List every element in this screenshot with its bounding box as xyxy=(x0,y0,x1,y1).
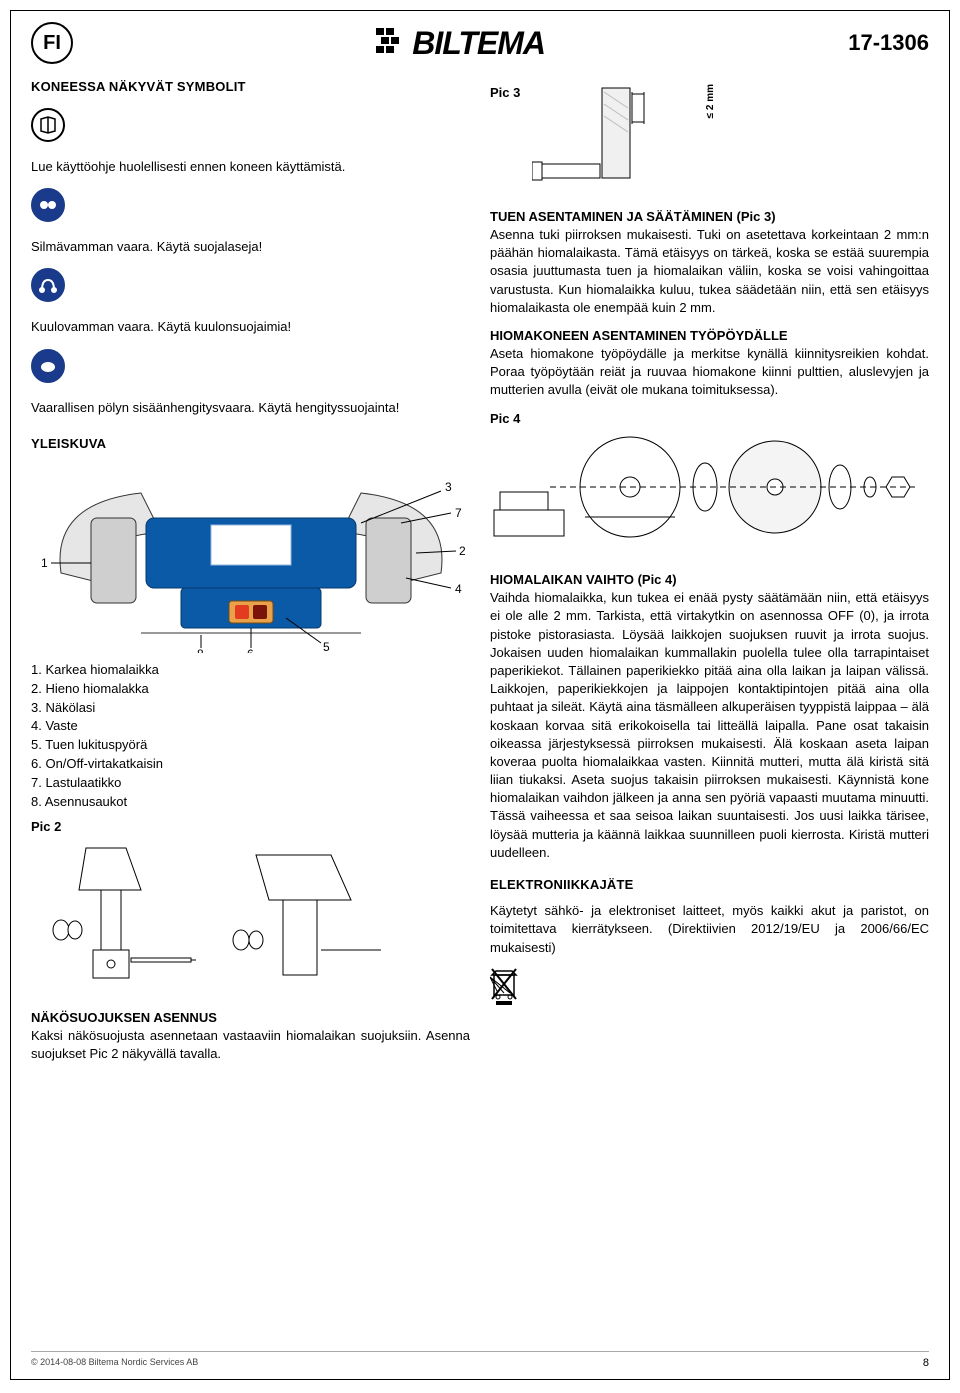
svg-text:3: 3 xyxy=(445,480,452,494)
part-5: 5. Tuen lukituspyörä xyxy=(31,736,470,755)
brand-logo: BILTEMA xyxy=(376,21,545,66)
svg-text:2: 2 xyxy=(459,544,466,558)
shield-install-diagram-icon xyxy=(31,840,391,990)
rest-adjust-heading: TUEN ASENTAMINEN JA SÄÄTÄMINEN (Pic 3) xyxy=(490,208,929,226)
overview-diagram: 1 8 6 5 7 2 4 3 xyxy=(31,463,470,653)
weee-icon xyxy=(490,967,518,1003)
language-code: FI xyxy=(43,29,61,57)
shield-install-heading: NÄKÖSUOJUKSEN ASENNUS xyxy=(31,1009,470,1027)
pic2-block: Pic 2 xyxy=(31,818,470,995)
pic3-gap-label: ≤ 2 mm xyxy=(704,84,718,118)
wheel-change-heading: HIOMALAIKAN VAIHTO (Pic 4) xyxy=(490,571,929,589)
svg-text:4: 4 xyxy=(455,582,462,596)
symbol-text-hearing: Kuulovamman vaara. Käytä kuulonsuojaimia… xyxy=(31,318,470,336)
part-8: 8. Asennusaukot xyxy=(31,793,470,812)
pic4-block: Pic 4 xyxy=(490,410,929,557)
symbol-text-dust: Vaarallisen pölyn sisäänhengitysvaara. K… xyxy=(31,399,470,417)
left-column: KONEESSA NÄKYVÄT SYMBOLIT Lue käyttöohje… xyxy=(31,78,470,1074)
pic3-block: Pic 3 xyxy=(490,84,929,194)
part-1: 1. Karkea hiomalaikka xyxy=(31,661,470,680)
symbols-heading: KONEESSA NÄKYVÄT SYMBOLIT xyxy=(31,78,470,96)
copyright-text: © 2014-08-08 Biltema Nordic Services AB xyxy=(31,1356,198,1371)
bench-mount-text: Aseta hiomakone työpöydälle ja merkitse … xyxy=(490,345,929,400)
symbol-text-manual: Lue käyttöohje huolellisesti ennen konee… xyxy=(31,158,470,176)
wheel-change-text: Vaihda hiomalaikka, kun tukea ei enää py… xyxy=(490,589,929,862)
svg-text:8: 8 xyxy=(197,647,204,653)
weee-heading: ELEKTRONIIKKAJÄTE xyxy=(490,876,929,894)
brand-name: BILTEMA xyxy=(412,21,545,66)
symbol-row-dust xyxy=(31,349,470,383)
svg-text:7: 7 xyxy=(455,506,462,520)
part-6: 6. On/Off-virtakatkaisin xyxy=(31,755,470,774)
read-manual-icon xyxy=(31,108,65,142)
right-column: Pic 3 xyxy=(490,78,929,1074)
page-number: 8 xyxy=(923,1356,929,1371)
pic4-label: Pic 4 xyxy=(490,410,929,428)
part-2: 2. Hieno hiomalakka xyxy=(31,680,470,699)
part-3: 3. Näkölasi xyxy=(31,699,470,718)
rest-adjust-text: Asenna tuki piirroksen mukaisesti. Tuki … xyxy=(490,226,929,317)
hearing-protection-icon xyxy=(31,268,65,302)
brand-logo-mark-icon xyxy=(376,21,406,66)
content-columns: KONEESSA NÄKYVÄT SYMBOLIT Lue käyttöohje… xyxy=(11,66,949,1094)
page-header: FI BILTEMA 17-1306 xyxy=(11,11,949,66)
page-footer: © 2014-08-08 Biltema Nordic Services AB … xyxy=(31,1351,929,1371)
part-4: 4. Vaste xyxy=(31,717,470,736)
bench-mount-heading: HIOMAKONEEN ASENTAMINEN TYÖPÖYDÄLLE xyxy=(490,327,929,345)
weee-text: Käytetyt sähkö- ja elektroniset laitteet… xyxy=(490,902,929,957)
svg-text:6: 6 xyxy=(247,647,254,653)
dust-mask-icon xyxy=(31,349,65,383)
pic3-label: Pic 3 xyxy=(490,84,520,102)
overview-heading: YLEISKUVA xyxy=(31,435,470,453)
pic2-label: Pic 2 xyxy=(31,818,470,836)
page: FI BILTEMA 17-1306 KONEESSA NÄKYVÄT SYMB… xyxy=(10,10,950,1380)
svg-text:1: 1 xyxy=(41,556,48,570)
svg-text:5: 5 xyxy=(323,640,330,653)
bench-grinder-icon: 1 8 6 5 7 2 4 3 xyxy=(31,463,471,653)
parts-list: 1. Karkea hiomalaikka 2. Hieno hiomalakk… xyxy=(31,661,470,812)
language-badge: FI xyxy=(31,22,73,64)
goggles-icon xyxy=(31,188,65,222)
symbol-text-goggles: Silmävamman vaara. Käytä suojalaseja! xyxy=(31,238,470,256)
part-7: 7. Lastulaatikko xyxy=(31,774,470,793)
symbol-row-goggles xyxy=(31,188,470,222)
rest-adjustment-diagram-icon xyxy=(532,84,692,194)
symbol-row-hearing xyxy=(31,268,470,302)
shield-install-text: Kaksi näkösuojusta asennetaan vastaaviin… xyxy=(31,1027,470,1063)
wheel-change-diagram-icon xyxy=(490,432,920,552)
product-code: 17-1306 xyxy=(848,28,929,59)
symbol-row-manual xyxy=(31,108,470,142)
